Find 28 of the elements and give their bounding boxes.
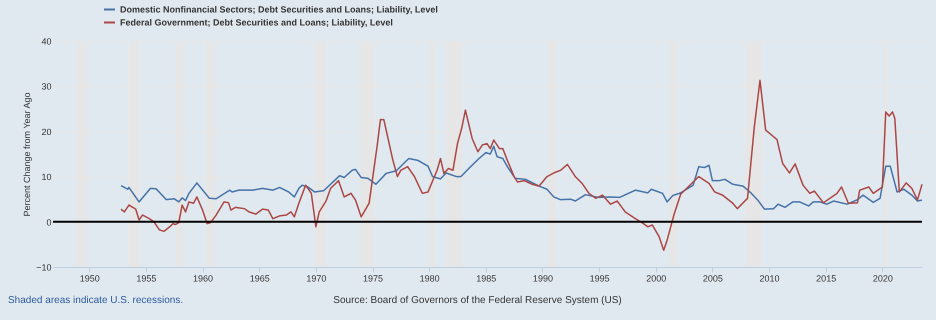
x-tick-label: 1995 (590, 274, 610, 284)
x-tick-label: 1965 (250, 274, 270, 284)
x-tick-label: 1950 (80, 274, 100, 284)
y-tick-label: 0 (46, 217, 52, 228)
x-tick-label: 2000 (646, 274, 666, 284)
x-tick-label: 1955 (136, 274, 156, 284)
source-note: Source: Board of Governors of the Federal Reserve System (US) (333, 295, 622, 306)
y-tick-label: −10 (36, 262, 52, 272)
y-tick-label: 40 (41, 36, 52, 46)
y-tick-label: 10 (41, 172, 52, 182)
line-series (120, 146, 923, 210)
text: Shaded areas indicate U.S. recessions. (8, 295, 184, 306)
y-tick-label: 20 (41, 126, 52, 137)
x-tick-label: 1975 (362, 274, 384, 284)
x-tick-label: 1985 (476, 274, 496, 284)
y-axis-title: Percent Change from Year Ago (22, 92, 32, 217)
y-tick-label: 30 (41, 82, 52, 92)
x-tick-label: 1980 (420, 274, 440, 284)
x-tick-label: 2015 (816, 274, 836, 284)
x-tick-label: 1970 (306, 274, 326, 284)
line-series (120, 80, 923, 252)
x-tick-label: 2005 (702, 274, 723, 284)
x-tick-label: 2010 (760, 274, 780, 284)
legend-label: Federal Government; Debt Securities and Loans; Liability, Level (120, 18, 393, 28)
x-tick-label: 1960 (193, 274, 214, 284)
legend-label: Domestic Nonfinancial Sectors; Debt Securities and Loans; Liability, Level (120, 4, 438, 14)
x-tick-label: 1990 (532, 274, 553, 284)
x-tick-label: 2020 (872, 274, 893, 284)
